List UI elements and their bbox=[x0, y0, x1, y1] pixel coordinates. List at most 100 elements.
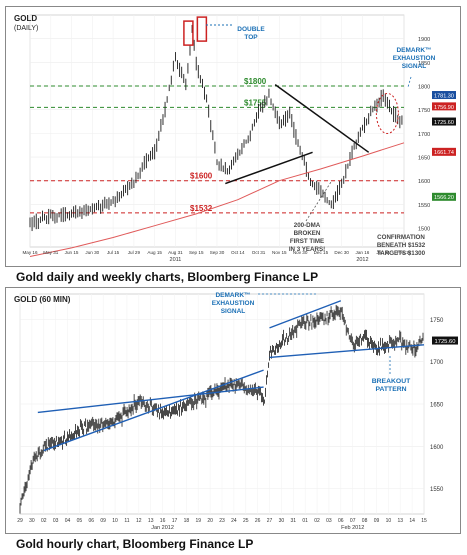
x-tick-label: 03 bbox=[53, 518, 59, 524]
double-top-box bbox=[183, 20, 194, 46]
annotation-text: CONFIRMATION bbox=[377, 234, 425, 241]
level-label: $1755 bbox=[244, 98, 267, 107]
x-tick-label: 26 bbox=[255, 518, 261, 524]
x-tick-label: 10 bbox=[112, 518, 118, 524]
level-label: $1600 bbox=[190, 172, 213, 181]
x-tick-label: Jan 31 bbox=[376, 250, 390, 255]
x-tick-label: Sep 15 bbox=[189, 250, 204, 255]
x-tick-label: 14 bbox=[409, 518, 415, 524]
x-tick-label: 06 bbox=[338, 518, 344, 524]
hourly-chart-panel: 1550 1600 1650 1700 1750 29 30 02 03 04 05 06 09 10 11… bbox=[5, 287, 461, 534]
x-tick-label: 20 bbox=[207, 518, 213, 524]
annotation-text: BREAKOUT bbox=[372, 378, 411, 385]
annotation-text: SIGNAL bbox=[402, 63, 427, 70]
price-tag-box bbox=[432, 117, 456, 126]
x-tick-label: 09 bbox=[100, 518, 106, 524]
x-tick-label: Jan 16 bbox=[356, 250, 370, 255]
y-tick-label: 1650 bbox=[418, 156, 430, 162]
annotation-text: TARGETS $1300 bbox=[377, 250, 426, 257]
annotation-text: DEMARK™ bbox=[396, 47, 431, 54]
price-tag-label: 1725.60 bbox=[434, 120, 454, 126]
hourly-chart: 1550 1600 1650 1700 1750 29 30 02 03 04 05 06 09 10 11… bbox=[14, 292, 458, 531]
x-tick-label: Nov 15 bbox=[272, 250, 287, 255]
chart-title: GOLD bbox=[14, 14, 37, 23]
x-tick-label: Aug 15 bbox=[147, 250, 162, 255]
level-label: $1532 bbox=[190, 204, 213, 213]
x-tick-label: 12 bbox=[136, 518, 142, 524]
x-tick-label: 01 bbox=[302, 518, 308, 524]
annotation-arrow bbox=[407, 76, 412, 88]
y-tick-label: 1600 bbox=[430, 445, 444, 451]
x-tick-label: Oct 14 bbox=[231, 250, 245, 255]
x-tick-label: 23 bbox=[219, 518, 225, 524]
x-tick-label: 27 bbox=[267, 518, 273, 524]
x-tick-label: 31 bbox=[291, 518, 297, 524]
price-tag-label: 1566.20 bbox=[434, 195, 454, 201]
level-label: $1800 bbox=[244, 77, 267, 86]
price-tag-label: 1756.90 bbox=[434, 105, 454, 111]
hourly-chart-caption: Gold hourly chart, Bloomberg Finance LP bbox=[16, 537, 254, 551]
x-year-label: 2011 bbox=[170, 257, 182, 263]
trendline bbox=[269, 344, 425, 359]
x-tick-label: 24 bbox=[231, 518, 237, 524]
x-tick-label: 06 bbox=[89, 518, 95, 524]
x-tick-label: May 31 bbox=[43, 250, 59, 255]
y-tick-label: 1650 bbox=[430, 403, 444, 409]
x-tick-label: Jul 29 bbox=[128, 250, 141, 255]
y-tick-label: 1900 bbox=[418, 37, 430, 43]
y-tick-label: 1750 bbox=[418, 108, 430, 114]
x-tick-label: Jun 15 bbox=[65, 250, 79, 255]
price-tag-box bbox=[432, 147, 456, 156]
annotation-text: DOUBLE bbox=[237, 26, 265, 33]
x-tick-label: 04 bbox=[65, 518, 71, 524]
x-tick-label: Oct 31 bbox=[252, 250, 266, 255]
trendline bbox=[274, 83, 370, 153]
x-tick-label: 29 bbox=[17, 518, 23, 524]
x-tick-label: 17 bbox=[172, 518, 178, 524]
y-tick-label: 1500 bbox=[418, 227, 430, 233]
annotation-text: TOP bbox=[244, 34, 258, 41]
y-tick-label: 1600 bbox=[418, 179, 430, 185]
price-tag-label: 1661.74 bbox=[434, 150, 454, 156]
annotation-text: EXHAUSTION bbox=[212, 300, 255, 307]
x-tick-label: Aug 31 bbox=[168, 250, 183, 255]
daily-chart-panel: $1800 $1755 $1600 $1532 1500 1550 1600 1650 170… bbox=[5, 6, 461, 267]
annotation-text: BROKEN bbox=[294, 230, 321, 237]
x-tick-label: 08 bbox=[362, 518, 368, 524]
price-tag-box bbox=[432, 102, 456, 111]
demark-circle bbox=[375, 92, 399, 134]
x-tick-label: 16 bbox=[160, 518, 166, 524]
price-tag-box bbox=[432, 192, 456, 201]
annotation-text: BENEATH $1532 bbox=[377, 242, 426, 249]
x-tick-label: Feb 14 bbox=[397, 250, 412, 255]
y-tick-label: 1750 bbox=[430, 318, 444, 324]
x-tick-label: Dec 30 bbox=[334, 250, 349, 255]
x-tick-label: 05 bbox=[77, 518, 83, 524]
trendline bbox=[43, 369, 264, 452]
x-year-label: 2012 bbox=[356, 257, 368, 263]
trendline bbox=[269, 300, 342, 329]
annotation-text: DEMARK™ bbox=[215, 292, 250, 299]
y-tick-label: 1700 bbox=[418, 132, 430, 138]
x-tick-label: 30 bbox=[29, 518, 35, 524]
y-tick-label: 1850 bbox=[418, 61, 430, 67]
trendline bbox=[37, 386, 264, 414]
y-tick-label: 1700 bbox=[430, 360, 444, 366]
trendline bbox=[225, 151, 313, 185]
annotation-text: SIGNAL bbox=[221, 308, 246, 315]
x-tick-label: 18 bbox=[184, 518, 190, 524]
x-tick-label: 13 bbox=[397, 518, 403, 524]
annotation-text: PATTERN bbox=[375, 386, 406, 393]
x-tick-label: 13 bbox=[148, 518, 154, 524]
x-tick-label: 30 bbox=[279, 518, 285, 524]
x-tick-label: Sep 30 bbox=[210, 250, 225, 255]
x-tick-label: Jun 30 bbox=[85, 250, 99, 255]
x-tick-label: 02 bbox=[41, 518, 47, 524]
x-tick-label: 07 bbox=[350, 518, 356, 524]
x-tick-label: 02 bbox=[314, 518, 320, 524]
double-top-box bbox=[196, 16, 208, 42]
x-tick-label: 11 bbox=[124, 518, 129, 524]
x-tick-label: 19 bbox=[195, 518, 201, 524]
x-tick-label: 25 bbox=[243, 518, 249, 524]
x-tick-label: Nov 30 bbox=[293, 250, 308, 255]
